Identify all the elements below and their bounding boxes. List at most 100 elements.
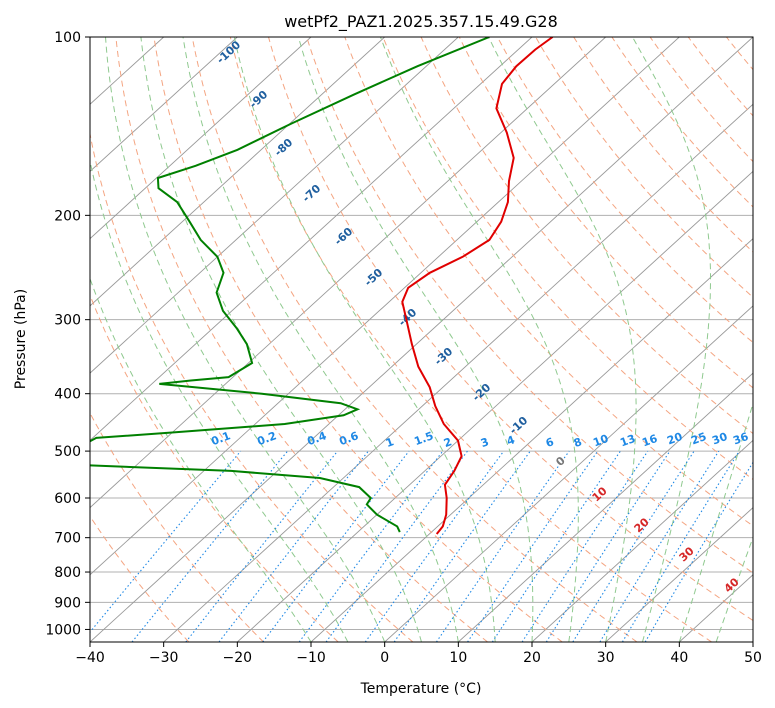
mixing-ratio-label: 10 bbox=[591, 432, 610, 450]
mixing-ratio-lines bbox=[90, 450, 753, 642]
moist-adiabat-line bbox=[715, 535, 753, 642]
dry-adiabat-line bbox=[382, 37, 753, 481]
mixing-ratio-label: 20 bbox=[665, 430, 684, 448]
mixing-ratio-label: 16 bbox=[640, 432, 659, 450]
mixing-ratio-label: 13 bbox=[618, 432, 637, 449]
mixing-ratio-label: 0.4 bbox=[305, 429, 328, 448]
mixing-ratio-line bbox=[131, 450, 289, 642]
isotherm-line bbox=[90, 37, 459, 374]
mixing-ratio-line bbox=[599, 450, 720, 642]
mixing-ratio-label: 30 bbox=[710, 430, 729, 448]
dry-adiabat-line bbox=[115, 37, 488, 642]
x-tick-label: 50 bbox=[744, 650, 762, 666]
y-tick-label: 800 bbox=[54, 565, 81, 581]
dry-adiabat-line bbox=[90, 412, 264, 642]
moist-adiabat-line bbox=[380, 37, 579, 642]
y-tick-label: 700 bbox=[54, 531, 81, 547]
moist-adiabat-lines bbox=[90, 37, 753, 642]
isotherm-line bbox=[90, 37, 312, 240]
isotherm-line bbox=[531, 439, 753, 642]
y-axis-label: Pressure (hPa) bbox=[13, 289, 29, 389]
isotherm-line bbox=[310, 238, 753, 642]
isotherm-line bbox=[90, 37, 753, 642]
x-tick-label: 10 bbox=[449, 650, 467, 666]
moist-adiabat-line bbox=[90, 158, 349, 642]
mixing-ratio-label: 0.2 bbox=[255, 429, 278, 448]
x-tick-label: −30 bbox=[149, 650, 179, 666]
mixing-ratio-label: 1.5 bbox=[412, 429, 435, 448]
moist-adiabat-line bbox=[297, 37, 534, 642]
x-axis-ticks: −40 −30 −20 −10 0 10 20 30 40 50 bbox=[75, 642, 762, 666]
isotherm-line bbox=[457, 372, 753, 642]
mixing-ratio-label: 6 bbox=[544, 435, 556, 450]
isotherm-line bbox=[236, 170, 753, 642]
dry-adiabat-line bbox=[306, 37, 753, 574]
isobar-gridlines bbox=[90, 37, 753, 630]
chart-title: wetPf2_PAZ1.2025.357.15.49.G28 bbox=[284, 12, 558, 32]
dry-adiabat-line bbox=[344, 37, 753, 527]
temperature-profile-line bbox=[401, 37, 554, 535]
dry-adiabat-line bbox=[153, 37, 563, 642]
moist-adiabat-line bbox=[233, 37, 496, 642]
isotherm-line bbox=[605, 506, 753, 642]
y-tick-label: 300 bbox=[54, 313, 81, 329]
mixing-ratio-label: 36 bbox=[731, 430, 750, 448]
mixing-ratio-label: 3 bbox=[479, 435, 491, 450]
isotherm-line bbox=[384, 305, 753, 642]
mixing-ratio-line bbox=[364, 450, 505, 642]
y-axis-ticks: 100 200 300 400 500 600 700 800 900 1000 bbox=[45, 30, 90, 638]
moist-adiabat-line bbox=[488, 37, 637, 642]
dry-adiabat-line bbox=[420, 37, 753, 435]
mixing-ratio-label: 2 bbox=[442, 435, 454, 450]
y-tick-label: 200 bbox=[54, 208, 81, 224]
y-tick-label: 400 bbox=[54, 387, 81, 403]
dry-adiabat-line bbox=[649, 37, 753, 163]
dry-adiabat-line bbox=[90, 131, 414, 642]
mixing-ratio-line bbox=[467, 450, 599, 642]
mixing-ratio-line bbox=[572, 450, 695, 642]
moist-adiabat-line bbox=[182, 37, 459, 642]
x-tick-label: 40 bbox=[670, 650, 688, 666]
x-tick-label: −40 bbox=[75, 650, 105, 666]
x-tick-label: 0 bbox=[380, 650, 389, 666]
x-tick-label: −10 bbox=[296, 650, 326, 666]
y-tick-label: 600 bbox=[54, 491, 81, 507]
mixing-ratio-label: 4 bbox=[505, 433, 517, 448]
mixing-ratio-label: 0.6 bbox=[337, 429, 360, 448]
mixing-ratio-line bbox=[185, 450, 339, 642]
mixing-ratio-line bbox=[621, 450, 740, 642]
mixing-ratio-label: 25 bbox=[689, 430, 708, 447]
x-tick-label: 30 bbox=[597, 650, 615, 666]
x-tick-label: 20 bbox=[523, 650, 541, 666]
mixing-ratio-line bbox=[262, 450, 410, 642]
mixing-ratio-line bbox=[90, 450, 242, 633]
mixing-ratio-label: 8 bbox=[572, 435, 584, 450]
y-tick-label: 1000 bbox=[45, 622, 81, 638]
mixing-ratio-line bbox=[644, 461, 753, 642]
moist-adiabat-line bbox=[632, 37, 711, 642]
isotherm-line bbox=[90, 37, 238, 173]
sounding-series bbox=[90, 37, 554, 535]
isotherm-lines bbox=[90, 37, 753, 642]
mixing-ratio-label: 0.1 bbox=[209, 429, 232, 448]
moist-adiabat-line bbox=[140, 37, 422, 642]
isotherm-line bbox=[90, 37, 386, 307]
moist-adiabat-line bbox=[678, 401, 753, 642]
dry-adiabat-line bbox=[573, 37, 753, 253]
dewpoint-profile-line bbox=[90, 37, 490, 533]
dry-adiabat-line bbox=[458, 37, 753, 389]
mixing-ratio-line bbox=[545, 450, 671, 642]
plot-frame bbox=[89, 36, 754, 643]
dry-adiabat-line bbox=[268, 37, 753, 622]
plot-area: -100-90-80-70-60-50-40-30-20-10010203040… bbox=[90, 37, 753, 642]
mixing-ratio-line bbox=[218, 450, 369, 642]
mixing-ratio-line bbox=[393, 450, 531, 642]
isotherm-line bbox=[90, 37, 680, 576]
y-tick-label: 900 bbox=[54, 595, 81, 611]
y-tick-label: 500 bbox=[54, 444, 81, 460]
moist-adiabat-line bbox=[90, 277, 312, 642]
dry-adiabat-line bbox=[229, 37, 712, 642]
isotherm-line bbox=[163, 103, 753, 642]
isotherm-line bbox=[90, 37, 607, 509]
